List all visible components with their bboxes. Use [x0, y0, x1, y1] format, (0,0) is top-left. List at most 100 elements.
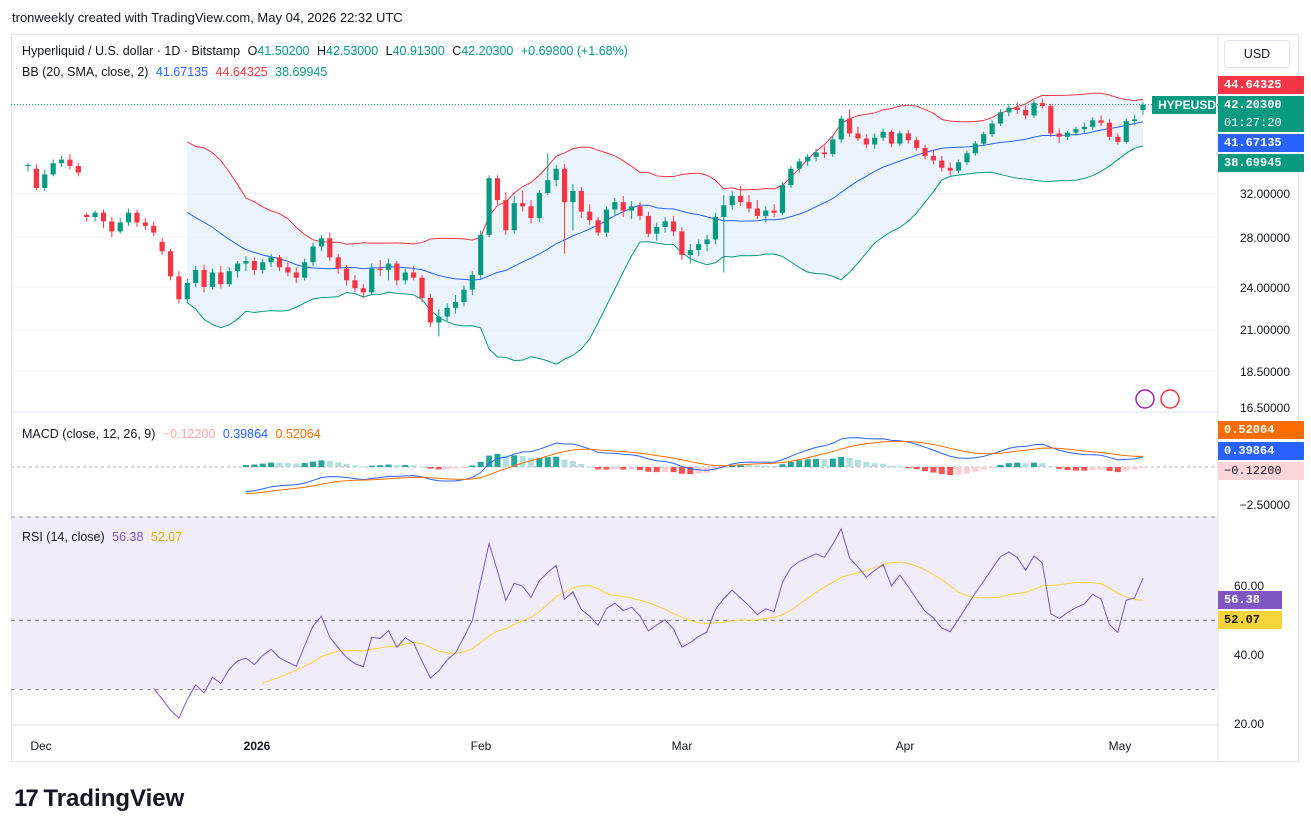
macd-histogram-bar [310, 461, 317, 467]
macd-histogram-bar [561, 459, 568, 467]
candle-body [813, 152, 819, 157]
currency-button[interactable]: USD [1224, 40, 1290, 68]
macd-histogram-bar [1031, 462, 1038, 467]
candle-body [805, 156, 811, 162]
ohlc-change: +0.69800 (+1.68%) [520, 44, 628, 58]
candle-body [176, 276, 182, 300]
candle-body [234, 263, 241, 272]
candle-body [662, 221, 668, 227]
macd-histogram-bar [595, 467, 602, 470]
candle-body [226, 271, 232, 285]
candle-body [603, 209, 610, 233]
macd-hist-badge: −0.12200 [1218, 462, 1304, 480]
candle-body [520, 203, 526, 207]
candle-body [92, 212, 98, 218]
candle-body [888, 131, 895, 144]
candle-body [33, 168, 39, 188]
macd-histogram-bar [586, 466, 593, 468]
candle-body [377, 268, 383, 270]
candle-body [193, 269, 199, 283]
rsi-ma-line [262, 561, 1144, 684]
macd-histogram-bar [745, 464, 752, 467]
rsi-ma-badge: 52.07 [1218, 611, 1282, 629]
macd-histogram-bar [997, 464, 1004, 467]
macd-histogram-bar [611, 467, 618, 470]
macd-histogram-bar [762, 465, 769, 467]
bb-basis-badge: 41.67135 [1218, 134, 1304, 152]
candle-body [318, 238, 325, 247]
macd-histogram-bar [838, 456, 845, 467]
candle-body [427, 297, 434, 323]
macd-histogram-bar [486, 455, 493, 467]
candle-body [972, 143, 978, 154]
time-tick-may: May [1108, 739, 1132, 753]
rsi-tick-40: 40.00 [1233, 648, 1264, 662]
macd-histogram-bar [913, 467, 920, 470]
candle-body [142, 222, 148, 226]
macd-histogram-bar [896, 466, 903, 468]
candle-body [276, 257, 283, 268]
ohlc-h-label: H [316, 44, 327, 58]
tradingview-logo[interactable]: 17 TradingView [14, 785, 184, 813]
bb-upper-value: 44.64325 [215, 65, 268, 79]
candle-body [151, 225, 157, 233]
macd-histogram-bar [502, 455, 509, 467]
macd-histogram-bar [720, 467, 727, 468]
ticker-badge: HYPEUSD [1152, 96, 1216, 114]
macd-histogram-bar [863, 461, 870, 467]
macd-histogram-bar [871, 463, 878, 467]
macd-histogram-bar [989, 467, 996, 468]
candle-body [126, 212, 132, 223]
rsi-tick-60: 60.00 [1233, 579, 1264, 593]
macd-histogram-bar [704, 467, 711, 473]
candle-body [947, 167, 953, 171]
macd-histogram-bar [553, 456, 560, 467]
candle-body [310, 246, 316, 263]
macd-histogram-bar [569, 461, 576, 467]
rsi-badge: 56.38 [1218, 591, 1282, 609]
candle-body [285, 267, 291, 273]
macd-histogram-bar [653, 467, 660, 473]
candle-body [922, 147, 928, 156]
bb-label: BB (20, SMA, close, 2) [22, 65, 149, 79]
ohlc-c-label: C [452, 44, 462, 58]
candle-body [84, 214, 90, 218]
brand-name: TradingView [43, 785, 185, 812]
candle-body [209, 272, 216, 287]
macd-histogram-bar [343, 463, 350, 467]
macd-histogram-bar [846, 457, 853, 467]
candle-body [687, 250, 693, 255]
macd-histogram-bar [427, 467, 434, 469]
macd-histogram-bar [930, 467, 937, 473]
candle-body [880, 131, 886, 138]
macd-histogram-bar [737, 464, 744, 467]
macd-histogram-bar [880, 463, 887, 467]
candle-body [863, 138, 869, 145]
candle-body [737, 196, 744, 203]
candle-body [134, 212, 140, 223]
candle-body [872, 137, 878, 145]
candle-body [167, 251, 174, 277]
candle-body [75, 165, 81, 173]
macd-histogram-bar [335, 462, 342, 467]
macd-histogram-bar [620, 467, 627, 470]
bb-lower-value: 38.69945 [275, 65, 328, 79]
last-price-badge: 42.20300 [1218, 96, 1304, 114]
macd-histogram-bar [1022, 463, 1029, 467]
macd-histogram-bar [662, 467, 669, 472]
rsi-tick-20: 20.00 [1233, 717, 1264, 731]
countdown-badge: 01:27:20 [1218, 114, 1304, 132]
candle-body [964, 153, 970, 163]
macd-histogram-bar [419, 466, 426, 468]
candle-body [654, 226, 660, 234]
macd-hist-value: −0.12200 [162, 427, 216, 441]
bb-upper-line [187, 92, 1144, 245]
macd-histogram-bar [645, 467, 652, 472]
candle-body [352, 280, 358, 289]
candle-body [461, 289, 467, 303]
macd-histogram-bar [947, 467, 954, 476]
macd-legend: MACD (close, 12, 26, 9) −0.12200 0.39864… [22, 427, 325, 441]
macd-histogram-bar [276, 462, 283, 467]
candle-body [528, 206, 534, 219]
